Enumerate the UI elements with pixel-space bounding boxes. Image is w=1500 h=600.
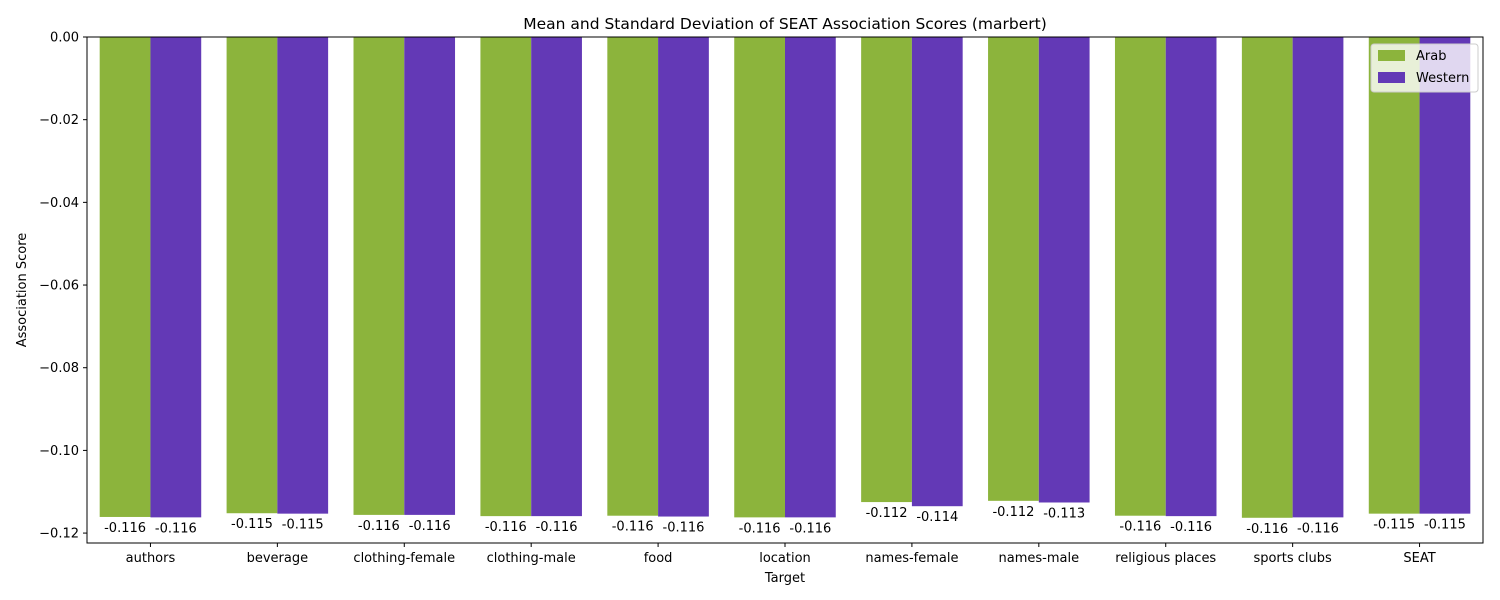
data-label-arab-sports-clubs: -0.116 [1246,522,1288,537]
y-axis-label: Association Score [15,233,30,348]
chart-title: Mean and Standard Deviation of SEAT Asso… [523,15,1047,33]
x-tick-label-sports-clubs: sports clubs [1253,551,1332,566]
x-tick-label-beverage: beverage [247,551,309,566]
bar-arab-food [607,37,659,516]
bar-western-beverage [277,37,329,514]
data-label-western-beverage: -0.115 [282,518,324,533]
x-tick-label-religious-places: religious places [1115,551,1216,566]
y-tick-label: −0.12 [39,527,79,542]
y-axis: 0.00 −0.02 −0.04 −0.06 −0.08 −0.10 −0.12 [39,31,87,542]
bar-arab-sports-clubs [1241,37,1293,518]
legend-label-arab: Arab [1416,49,1446,64]
bar-western-location [785,37,836,518]
bar-arab-seat [1368,37,1420,514]
bar-arab-authors [99,37,151,517]
bar-western-authors [150,37,202,518]
y-tick-label: −0.02 [39,113,79,128]
y-tick-label: −0.04 [39,196,79,211]
data-label-western-location: -0.116 [789,521,831,536]
data-label-western-religious-places: -0.116 [1170,520,1212,535]
x-tick-label-seat: SEAT [1403,551,1435,566]
bar-arab-clothing-female [353,37,405,515]
bar-western-sports-clubs [1292,37,1344,518]
bar-arab-names-male [988,37,1039,501]
bar-arab-beverage [226,37,278,514]
data-label-western-names-female: -0.114 [916,510,958,525]
x-tick-label-names-female: names-female [865,551,958,566]
data-label-western-clothing-female: -0.116 [409,519,451,534]
bar-western-clothing-female [404,37,456,515]
bar-western-names-female [911,37,963,507]
x-tick-label-food: food [644,551,673,566]
bar-western-seat [1419,37,1471,514]
bar-western-clothing-male [531,37,582,517]
data-label-western-clothing-male: -0.116 [536,520,578,535]
data-label-arab-beverage: -0.115 [231,517,273,532]
bars [99,37,1471,518]
bar-western-religious-places [1165,37,1217,517]
data-label-arab-location: -0.116 [739,521,781,536]
data-label-arab-seat: -0.115 [1373,518,1415,533]
legend-label-western: Western [1416,71,1469,86]
bar-arab-religious-places [1114,37,1166,516]
data-label-western-names-male: -0.113 [1043,506,1085,521]
y-tick-label: −0.08 [39,361,79,376]
data-label-arab-names-male: -0.112 [992,505,1034,520]
x-tick-label-clothing-male: clothing-male [487,551,576,566]
bar-arab-clothing-male [480,37,532,517]
data-label-arab-clothing-female: -0.116 [358,519,400,534]
legend-swatch-arab [1378,50,1405,61]
legend: Arab Western [1370,43,1479,93]
data-label-arab-food: -0.116 [612,520,654,535]
x-axis-label: Target [764,571,805,586]
x-axis: authors beverage clothing-female clothing-m… [126,543,1436,566]
data-label-western-seat: -0.115 [1424,518,1466,533]
data-label-arab-clothing-male: -0.116 [485,520,527,535]
data-label-arab-religious-places: -0.116 [1119,520,1161,535]
legend-swatch-western [1378,72,1405,83]
bar-western-food [658,37,709,517]
bar-western-names-male [1038,37,1090,503]
x-tick-label-authors: authors [126,551,176,566]
y-tick-label: −0.10 [39,444,79,459]
x-tick-label-location: location [759,551,811,566]
y-tick-label: −0.06 [39,279,79,294]
data-label-arab-names-female: -0.112 [866,506,908,521]
data-label-western-authors: -0.116 [155,521,197,536]
data-label-western-sports-clubs: -0.116 [1297,521,1339,536]
bar-arab-names-female [861,37,912,503]
data-label-western-food: -0.116 [663,521,705,536]
x-tick-label-names-male: names-male [999,551,1080,566]
data-label-arab-authors: -0.116 [104,521,146,536]
x-tick-label-clothing-female: clothing-female [353,551,455,566]
data-labels: -0.116 -0.115 -0.116 -0.116 -0.116 -0.116 -0.1… [104,505,1466,537]
bar-arab-location [734,37,785,518]
y-tick-label: 0.00 [50,31,79,46]
